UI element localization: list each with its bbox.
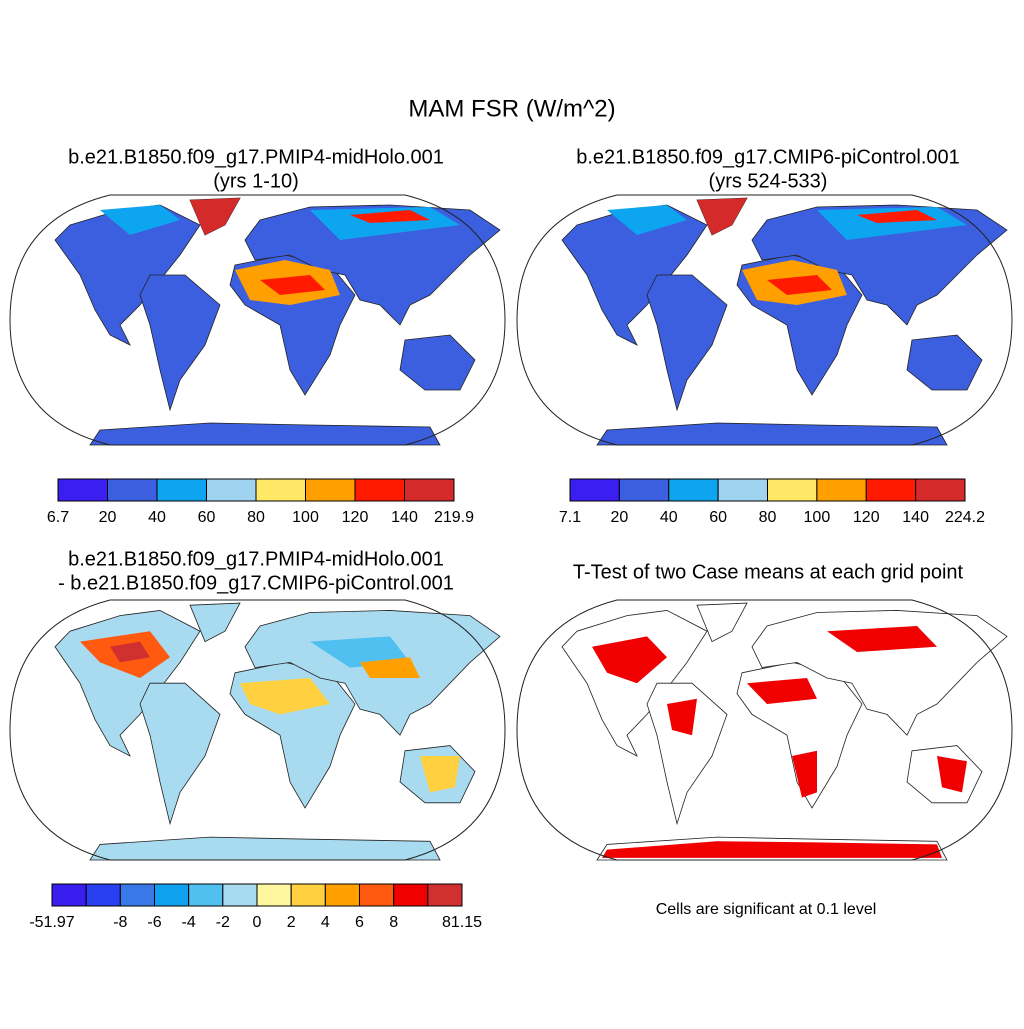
colorbar-box [188, 883, 224, 907]
colorbar-label: 140 [391, 509, 418, 526]
colorbar-box [305, 478, 356, 502]
colorbar-box [206, 478, 257, 502]
panel-title: b.e21.B1850.f09_g17.CMIP6-piControl.001 [576, 146, 960, 168]
colorbar-label: 4 [321, 914, 330, 931]
colorbar-label: 60 [709, 509, 727, 526]
colorbar-box [119, 883, 156, 907]
colorbar-box [717, 478, 768, 502]
map [9, 194, 506, 446]
colorbar-label: 20 [610, 509, 628, 526]
panel-title: b.e21.B1850.f09_g17.PMIP4-midHolo.001 [68, 146, 444, 168]
colorbar-box [256, 883, 292, 907]
map [9, 599, 506, 861]
map [516, 194, 1013, 446]
colorbar-box [404, 478, 455, 502]
colorbar-label: 2 [287, 914, 296, 931]
colorbar-label: -8 [113, 914, 127, 931]
colorbar-box [51, 883, 87, 907]
colorbar-label: 100 [804, 509, 831, 526]
colorbar-label: 81.15 [442, 914, 482, 931]
colorbar-box [816, 478, 867, 502]
colorbar-label: 40 [660, 509, 678, 526]
panel-title: (yrs 524-533) [709, 170, 828, 192]
colorbar-label: 224.2 [945, 509, 985, 526]
colorbar-box [255, 478, 306, 502]
colorbar-box [427, 883, 463, 907]
colorbar-label: 80 [247, 509, 265, 526]
panel-title: T-Test of two Case means at each grid po… [573, 561, 964, 583]
colorbar-box [618, 478, 670, 502]
colorbar-box [668, 478, 719, 502]
colorbar-label: 8 [389, 914, 398, 931]
map [516, 599, 1013, 861]
colorbar-box [290, 883, 326, 907]
colorbar-box [359, 883, 395, 907]
colorbar-label: 20 [99, 509, 117, 526]
colorbar-label: 120 [342, 509, 369, 526]
panel-title: b.e21.B1850.f09_g17.PMIP4-midHolo.001 [68, 548, 444, 570]
colorbar-label: 6.7 [47, 509, 69, 526]
colorbar-box [393, 883, 429, 907]
colorbar-box [107, 478, 158, 502]
colorbar-box [569, 478, 620, 502]
colorbar-box [85, 883, 121, 907]
colorbar-label: 0 [253, 914, 262, 931]
colorbar-label: 80 [759, 509, 777, 526]
figure-title: MAM FSR (W/m^2) [408, 95, 615, 122]
colorbar-label: -51.97 [29, 914, 74, 931]
colorbar-label: 219.9 [434, 509, 474, 526]
colorbar-label: 140 [902, 509, 929, 526]
colorbar-label: 60 [198, 509, 216, 526]
colorbar-label: -2 [216, 914, 230, 931]
note: Cells are significant at 0.1 level [656, 901, 877, 918]
colorbar-label: -6 [147, 914, 161, 931]
colorbar-label: 40 [148, 509, 166, 526]
colorbar-label: -4 [182, 914, 196, 931]
colorbar-box [222, 883, 258, 907]
panel-title: (yrs 1-10) [213, 170, 299, 192]
colorbar-box [354, 478, 405, 502]
colorbar-box [324, 883, 361, 907]
colorbar-label: 120 [853, 509, 880, 526]
colorbar-box [865, 478, 917, 502]
colorbar-box [57, 478, 108, 502]
colorbar-label: 6 [355, 914, 364, 931]
colorbar-label: 7.1 [559, 509, 581, 526]
panel-title: - b.e21.B1850.f09_g17.CMIP6-piControl.00… [58, 572, 454, 594]
colorbar-box [767, 478, 818, 502]
colorbar-box [156, 478, 207, 502]
colorbar-box [915, 478, 966, 502]
colorbar-box [154, 883, 190, 907]
colorbar-label: 100 [292, 509, 319, 526]
